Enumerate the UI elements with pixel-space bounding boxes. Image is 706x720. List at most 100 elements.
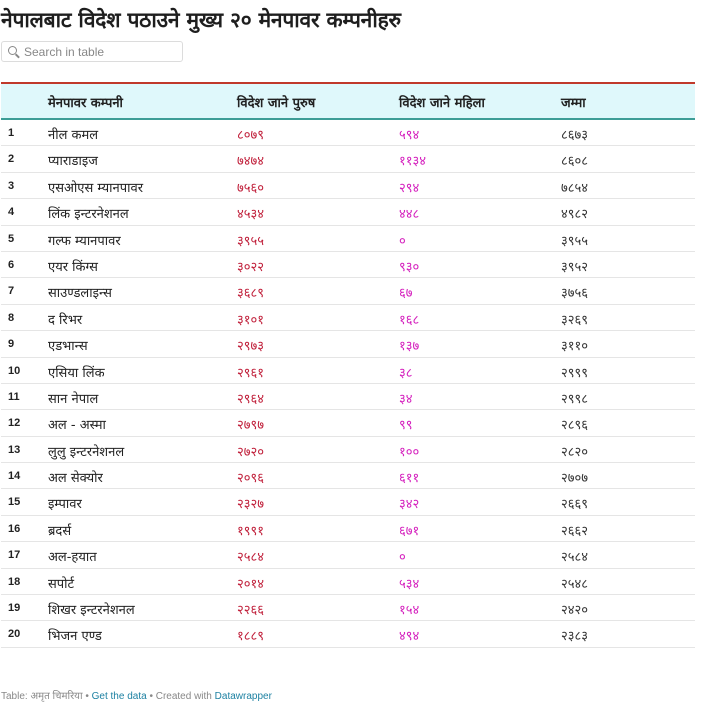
male-cell: २०१४: [237, 576, 265, 592]
get-the-data-link[interactable]: Get the data: [91, 691, 147, 702]
rank-cell: 19: [8, 602, 21, 615]
company-cell: सान नेपाल: [48, 391, 99, 407]
footer: Table: अमृत चिमरिया • Get the data • Cre…: [1, 688, 272, 702]
column-header-company[interactable]: मेनपावर कम्पनी: [48, 96, 123, 111]
company-cell: एयर किंग्स: [48, 259, 98, 275]
male-cell: १९९१: [237, 523, 265, 539]
rank-cell: 17: [8, 549, 21, 562]
company-cell: लुलु इन्टरनेशनल: [48, 444, 125, 460]
table-row: 12 अल - अस्मा २७९७ ९९ २८९६: [1, 410, 695, 437]
total-cell: २९९८: [561, 391, 589, 407]
search-input[interactable]: [24, 44, 176, 59]
table-row: 6 एयर किंग्स ३०२२ ९३० ३९५२: [1, 252, 695, 279]
table-row: 15 इम्पावर २३२७ ३४२ २६६९: [1, 489, 695, 516]
female-cell: १५४: [399, 603, 420, 619]
female-cell: २९४: [399, 180, 420, 196]
female-cell: १६८: [399, 312, 420, 328]
male-cell: ३९५५: [237, 233, 265, 249]
search-box[interactable]: [1, 41, 183, 62]
male-cell: २९६४: [237, 391, 265, 407]
table-row: 5 गल्फ म्यानपावर ३९५५ ० ३९५५: [1, 226, 695, 252]
female-cell: ३८: [399, 365, 413, 381]
male-cell: १८८९: [237, 629, 265, 645]
rank-cell: 10: [8, 364, 21, 377]
male-cell: ३१०१: [237, 312, 265, 328]
footer-created: • Created with: [146, 691, 215, 702]
total-cell: ३२६९: [561, 312, 589, 328]
company-cell: नील कमल: [48, 128, 99, 143]
company-cell: गल्फ म्यानपावर: [48, 233, 121, 249]
rank-cell: 15: [8, 496, 21, 509]
total-cell: २५४८: [561, 576, 589, 592]
female-cell: ६७: [399, 286, 413, 302]
female-cell: ३४२: [399, 497, 420, 513]
rank-cell: 7: [8, 285, 15, 298]
rank-cell: 12: [8, 417, 21, 430]
company-cell: अल - अस्मा: [48, 418, 106, 434]
total-cell: ८६०८: [561, 154, 589, 170]
rank-cell: 6: [8, 258, 15, 271]
table-row: 7 साउण्डलाइन्स ३६८९ ६७ ३७५६: [1, 278, 695, 305]
company-cell: भिजन एण्ड: [48, 629, 102, 645]
datawrapper-link[interactable]: Datawrapper: [214, 691, 272, 702]
company-cell: एडभान्स: [48, 339, 88, 355]
table-row: 16 ब्रदर्स १९९१ ६७१ २६६२: [1, 516, 695, 543]
female-cell: ९९: [399, 418, 413, 434]
footer-source: Table: अमृत चिमरिया: [1, 691, 83, 702]
female-cell: १००: [399, 444, 420, 460]
column-header-male[interactable]: विदेश जाने पुरुष: [237, 96, 316, 111]
rank-cell: 20: [8, 628, 21, 641]
column-header-total[interactable]: जम्मा: [561, 96, 586, 111]
female-cell: ११३४: [399, 154, 427, 170]
female-cell: ५९४: [399, 128, 420, 143]
table-top-border: [1, 82, 695, 84]
rank-cell: 1: [8, 127, 15, 139]
table-row: 2 प्याराडाइज ७४७४ ११३४ ८६०८: [1, 146, 695, 173]
male-cell: २०९६: [237, 471, 265, 487]
table-row: 9 एडभान्स २९७३ १३७ ३११०: [1, 331, 695, 358]
male-cell: २९७३: [237, 339, 265, 355]
company-cell: अल-हयात: [48, 550, 97, 566]
company-cell: अल सेक्योर: [48, 471, 103, 487]
male-cell: २२६६: [237, 603, 265, 619]
table-row: 4 लिंक इन्टरनेशनल ४५३४ ४४८ ४९८२: [1, 199, 695, 226]
column-header-female[interactable]: विदेश जाने महिला: [399, 96, 485, 111]
female-cell: ५३४: [399, 576, 420, 592]
total-cell: २७०७: [561, 471, 589, 487]
total-cell: ४९८२: [561, 207, 589, 223]
total-cell: २९९९: [561, 365, 589, 381]
female-cell: १३७: [399, 339, 420, 355]
rank-cell: 11: [8, 390, 20, 403]
female-cell: ४४८: [399, 207, 420, 223]
company-cell: एसओएस म्यानपावर: [48, 180, 144, 196]
rank-cell: 2: [8, 153, 15, 166]
female-cell: ६११: [399, 471, 420, 487]
male-cell: ४५३४: [237, 207, 265, 223]
male-cell: ७५६०: [237, 180, 265, 196]
total-cell: २८९६: [561, 418, 589, 434]
rank-cell: 16: [8, 522, 21, 535]
table-row: 8 द रिभर ३१०१ १६८ ३२६९: [1, 305, 695, 332]
rank-cell: 3: [8, 179, 15, 192]
company-cell: सपोर्ट: [48, 576, 75, 592]
rank-cell: 4: [8, 206, 15, 219]
page-title: नेपालबाट विदेश पठाउने मुख्य २० मेनपावर क…: [1, 8, 401, 32]
company-cell: प्याराडाइज: [48, 154, 98, 170]
total-cell: २६६९: [561, 497, 589, 513]
table-row: 20 भिजन एण्ड १८८९ ४९४ २३८३: [1, 621, 695, 648]
female-cell: ०: [399, 550, 406, 566]
rank-cell: 13: [8, 443, 21, 456]
total-cell: २६६२: [561, 523, 589, 539]
company-cell: शिखर इन्टरनेशनल: [48, 603, 135, 619]
female-cell: ३४: [399, 391, 413, 407]
search-icon: [8, 46, 17, 55]
male-cell: ३०२२: [237, 259, 265, 275]
footer-separator: •: [82, 691, 92, 702]
table-body: 1 नील कमल ८०७९ ५९४ ८६७३ 2 प्याराडाइज ७४७४ ११३४ ८६…: [1, 120, 695, 648]
company-cell: द रिभर: [48, 312, 83, 328]
table-row: 13 लुलु इन्टरनेशनल २७२० १०० २८२०: [1, 437, 695, 464]
female-cell: ४९४: [399, 629, 420, 645]
male-cell: ३६८९: [237, 286, 265, 302]
male-cell: ८०७९: [237, 128, 265, 143]
total-cell: ३९५२: [561, 259, 589, 275]
